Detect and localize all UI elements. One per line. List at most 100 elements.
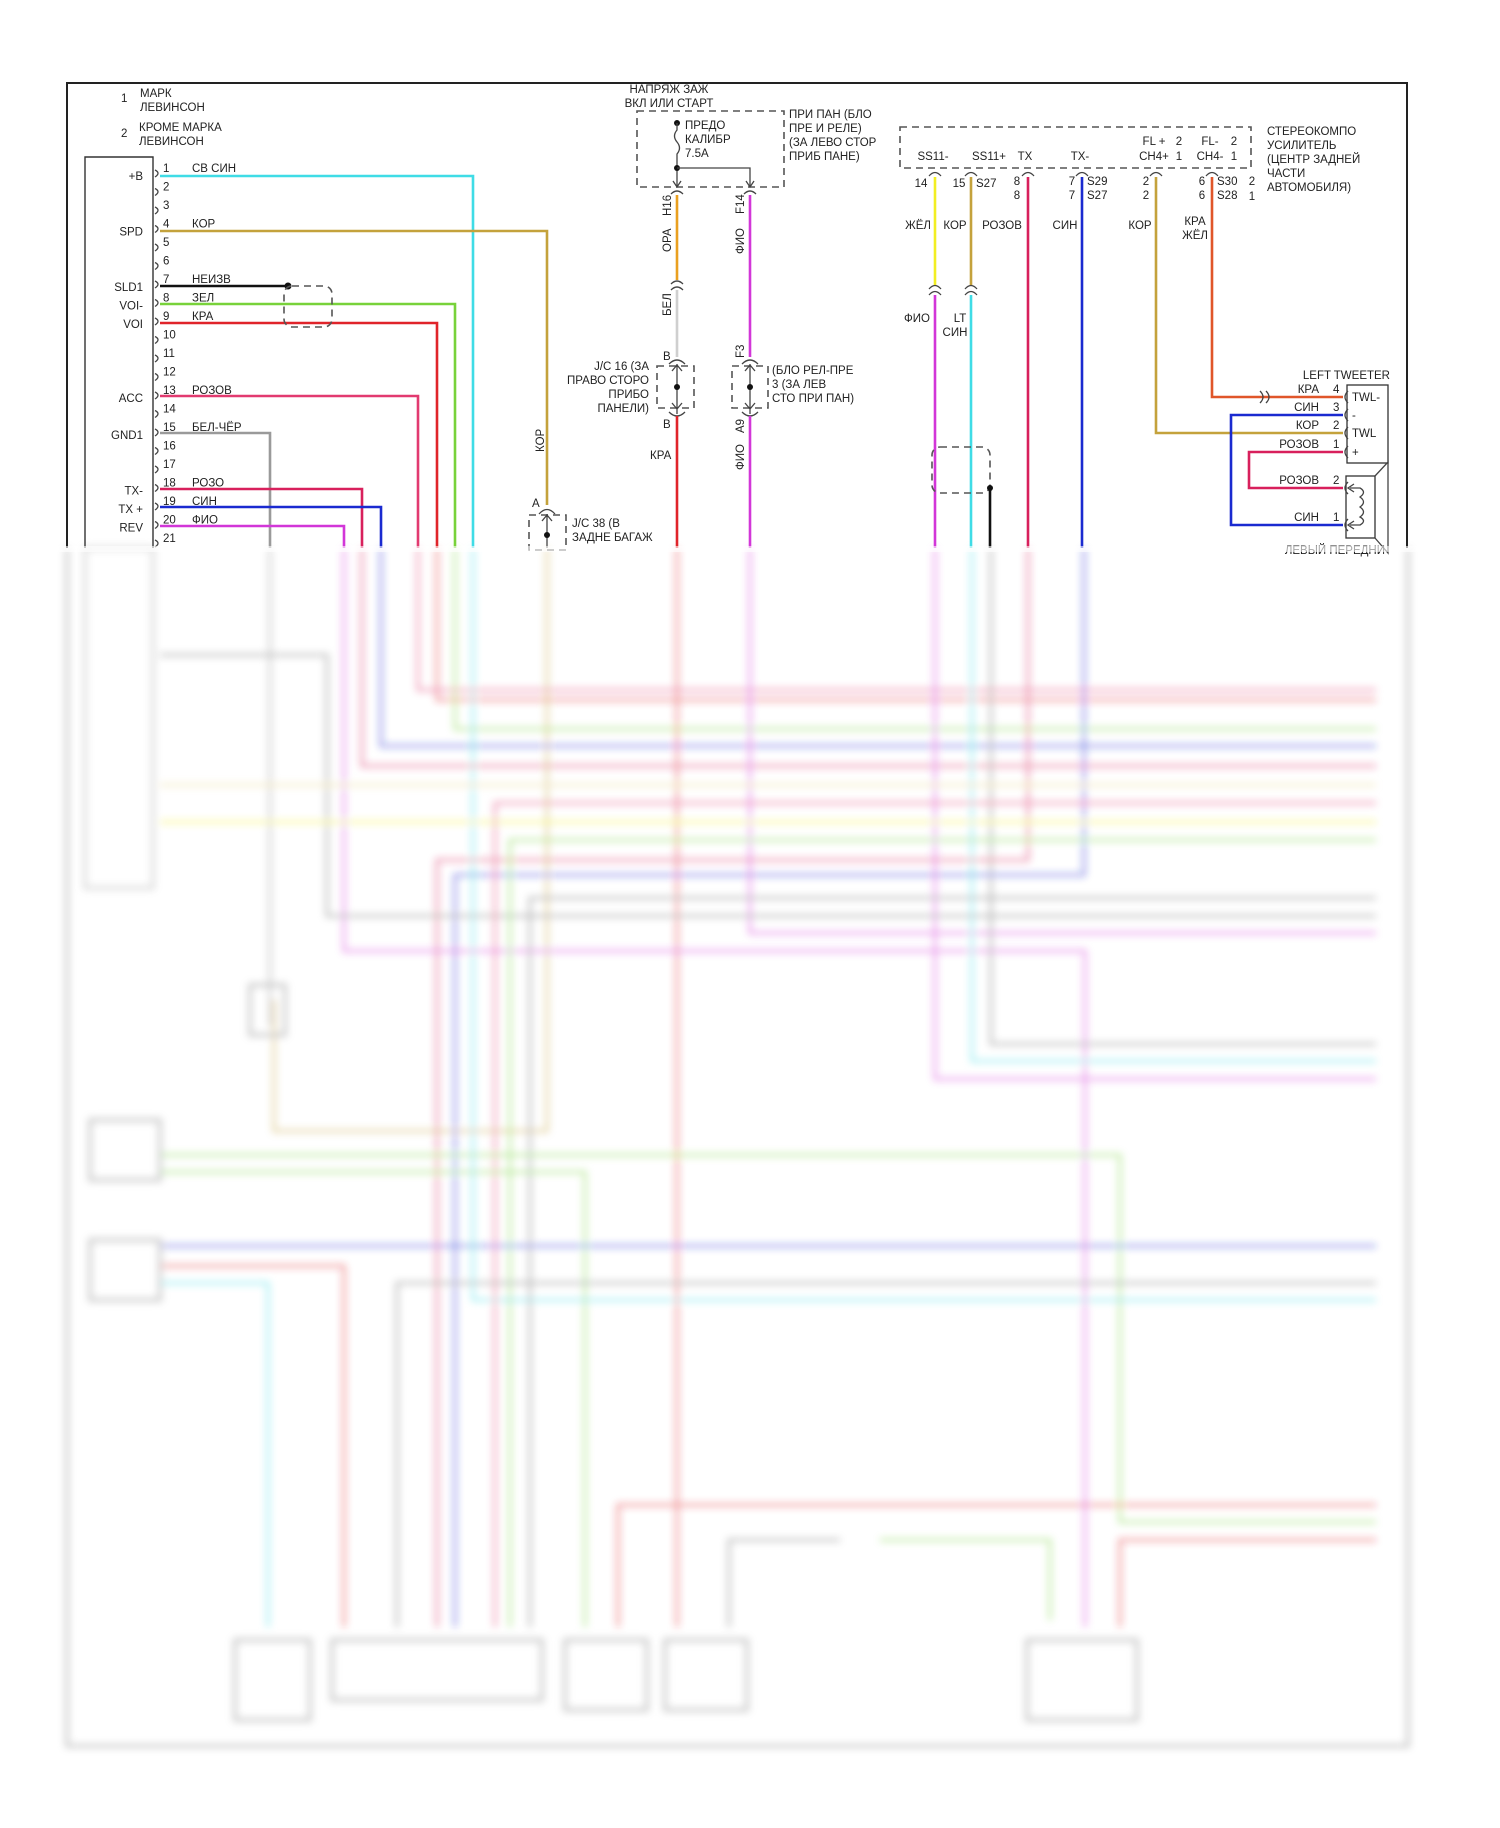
pin-function-label: +B: [129, 171, 144, 183]
connector-icon: [154, 224, 159, 234]
pin-number: 8: [1014, 190, 1020, 202]
radio-pin: 9 VOI КРА: [123, 311, 213, 331]
jc16-label: J/C 16 (ЗА: [594, 361, 649, 373]
wire-label: A9: [735, 419, 747, 433]
wire-label: LT: [954, 313, 967, 325]
connector-icon: [154, 280, 159, 289]
radio-pin: 3: [154, 200, 169, 215]
note-text: ЛЕВИНСОН: [140, 102, 205, 114]
wire-label: РОЗОВ: [982, 220, 1022, 232]
pin-number: 14: [915, 178, 928, 190]
pin-number: 15: [953, 178, 966, 190]
pin-number: 8: [1014, 176, 1020, 188]
radio-pin: 4 SPD КОР: [119, 219, 215, 239]
relay-block-label: (БЛО РЕЛ-ПРЕ: [772, 365, 854, 377]
diagram-frame: [66, 82, 1408, 548]
wire-label: КОР: [943, 220, 967, 232]
pin-number: 5: [163, 237, 169, 249]
relay-block-label: СТО ПРИ ПАН): [772, 393, 854, 405]
connector-icon: [154, 261, 159, 271]
tweeter-pin: КРА 4 TWL-: [1298, 384, 1381, 404]
splice-number: S28: [1217, 190, 1237, 202]
radio-connector-pins: 1 +B СВ СИН 2 3 4 SPD КОР 5 6 7 SLD1 НЕИЗВ 8 VOI- ЗЕЛ 9 V…: [111, 163, 242, 548]
radio-pin: 13 ACC РОЗОВ: [119, 385, 232, 405]
pin-number: 2: [1143, 176, 1149, 188]
amp-terminal: 1: [1231, 151, 1237, 163]
amp-terminal: FL +: [1143, 136, 1166, 148]
wire-color-label: КРА: [192, 311, 214, 323]
wire-pink: [160, 394, 420, 548]
connector-icon: [154, 465, 159, 474]
pin-number: 12: [163, 367, 176, 379]
splice-number: S27: [976, 178, 996, 190]
shield-icon: [283, 285, 333, 328]
pin-number: 7: [1069, 190, 1075, 202]
radio-pin: 18 TX- РОЗО: [124, 478, 224, 498]
pin-function-label: ACC: [119, 393, 143, 405]
amp-terminal: SS11+: [972, 151, 1006, 163]
connector-icon: [154, 502, 159, 511]
amp-terminal: CH4+: [1139, 151, 1169, 163]
wire-magenta: [160, 524, 346, 548]
jc16-label: ПРИБО: [608, 389, 649, 401]
pin-function-label: TX +: [118, 504, 143, 516]
pin-label: A: [532, 498, 540, 510]
jc38-label: ЗАДНЕ БАГАЖ: [572, 532, 653, 544]
pin-number: 1: [1333, 439, 1339, 451]
wire-color-label: СВ СИН: [192, 163, 236, 175]
terminal-label: -: [1352, 410, 1356, 422]
connector-icon: [154, 446, 159, 456]
wire-color-label: СИН: [1294, 402, 1319, 414]
connector-icon: [154, 409, 159, 419]
pin-number: 2: [1143, 190, 1149, 202]
relay-block-junction: (БЛО РЕЛ-ПРЕ 3 (ЗА ЛЕВ СТО ПРИ ПАН): [731, 359, 854, 417]
pin-number: 21: [163, 533, 176, 545]
connector-icon: [154, 428, 159, 437]
wire-label: СИН: [943, 327, 968, 339]
wire-color-label: СИН: [192, 496, 217, 508]
pin-number: 13: [163, 385, 176, 397]
blur-edge: [0, 546, 1500, 552]
speaker-pins: РОЗОВ 2 СИН 1: [1279, 475, 1349, 532]
pin-number: 3: [163, 200, 169, 212]
note-text: МАРК: [140, 88, 172, 100]
amp-label: АВТОМОБИЛЯ): [1267, 182, 1351, 194]
pin-number: 20: [163, 515, 176, 527]
wire-color-label: РОЗО: [192, 478, 224, 490]
connector-icon: [154, 243, 159, 252]
wire-red: [160, 321, 439, 548]
connector-icon: [154, 169, 159, 178]
amp-terminal: 2: [1231, 136, 1237, 148]
pin-number: 16: [163, 441, 176, 453]
wire-label: ЖЁЛ: [905, 220, 931, 232]
pin-number: 6: [1199, 190, 1205, 202]
shield-icon: [931, 446, 991, 494]
note-number: 2: [121, 128, 127, 140]
pin-number: 11: [163, 348, 175, 360]
wire-pink-loop: [1247, 450, 1343, 490]
jc16-label: ПАНЕЛИ): [597, 403, 649, 415]
radio-pin: 7 SLD1 НЕИЗВ: [114, 274, 231, 294]
tweeter-pin: РОЗОВ 1 +: [1279, 439, 1359, 459]
connector-icon: [1344, 481, 1349, 495]
note-number: 1: [121, 93, 127, 105]
connector-icon: [1344, 445, 1349, 459]
amp-label: УСИЛИТЕЛЬ: [1267, 140, 1336, 152]
connector-icon: [154, 335, 159, 345]
pin-function-label: SPD: [119, 227, 143, 239]
wire-label: ФИО: [735, 228, 747, 254]
radio-pin: 21: [154, 533, 176, 548]
amp-terminal: FL-: [1201, 136, 1218, 148]
speaker-pin: РОЗОВ 2: [1279, 475, 1349, 495]
connector-icon: [1344, 390, 1349, 404]
connector-icon: [154, 483, 159, 493]
note-text: ЛЕВИНСОН: [139, 136, 204, 148]
radio-unit-box: [84, 156, 154, 548]
amp-terminal: TX-: [1071, 151, 1090, 163]
wire-label: КРА: [650, 450, 672, 462]
radio-pin: 12: [154, 367, 176, 382]
splice-number: S29: [1087, 176, 1107, 188]
tweeter-title: LEFT TWEETER: [1303, 370, 1390, 382]
junction-jc38: A J/C 38 (В ЗАДНЕ БАГАЖ: [528, 498, 653, 551]
